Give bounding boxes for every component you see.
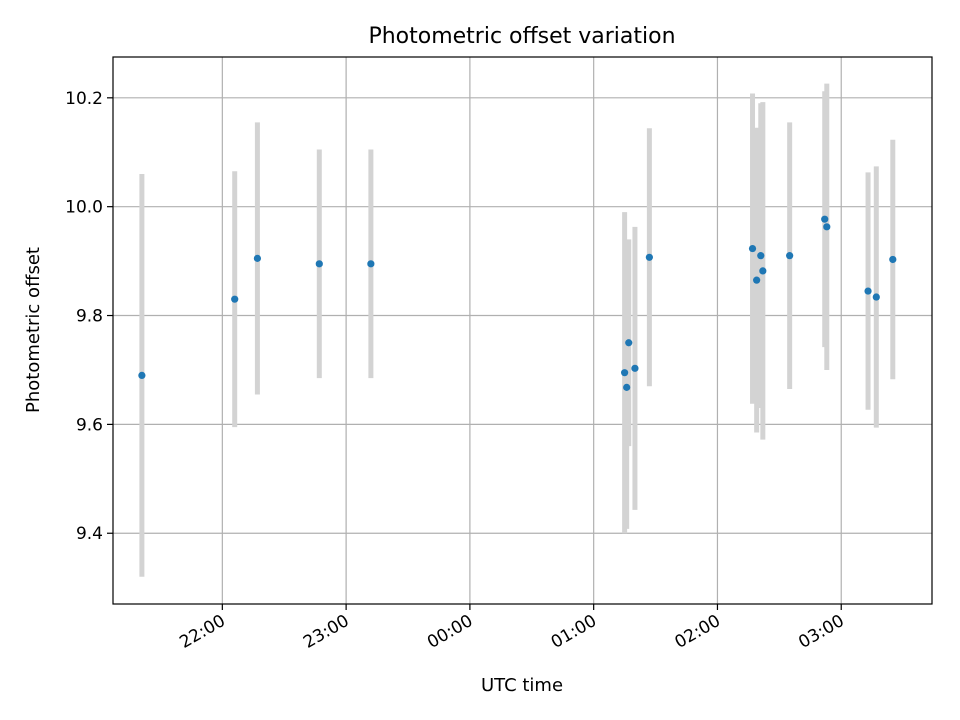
data-point [759, 267, 767, 275]
y-tick-label: 9.4 [76, 524, 103, 544]
y-axis-ticks: 9.4 9.6 9.8 10.0 10.2 [65, 89, 113, 544]
data-point [367, 260, 375, 268]
data-point [823, 223, 831, 231]
y-axis-label: Photometric offset [23, 247, 44, 413]
data-point [748, 244, 757, 253]
y-tick-label: 9.6 [76, 415, 103, 435]
y-tick-label: 9.8 [76, 307, 103, 327]
data-point [231, 295, 239, 303]
grid-lines [113, 57, 932, 604]
data-point [315, 260, 323, 268]
data-point [623, 383, 631, 391]
data-point [872, 293, 880, 301]
data-point [631, 364, 639, 372]
y-tick-label: 10.2 [65, 89, 103, 109]
data-point [621, 369, 629, 377]
data-point [821, 215, 829, 223]
data-point [786, 252, 794, 260]
data-point [753, 276, 761, 284]
data-point [645, 253, 653, 261]
data-point [253, 254, 262, 262]
data-point [138, 371, 146, 380]
data-point [757, 252, 765, 260]
y-tick-label: 10.0 [65, 198, 103, 218]
chart-title: Photometric offset variation [368, 24, 675, 49]
x-axis-label: UTC time [481, 675, 563, 696]
plot-frame [112, 56, 933, 605]
data-point [625, 339, 633, 347]
data-point [864, 287, 872, 295]
data-point [889, 255, 897, 264]
data-points [138, 215, 897, 391]
